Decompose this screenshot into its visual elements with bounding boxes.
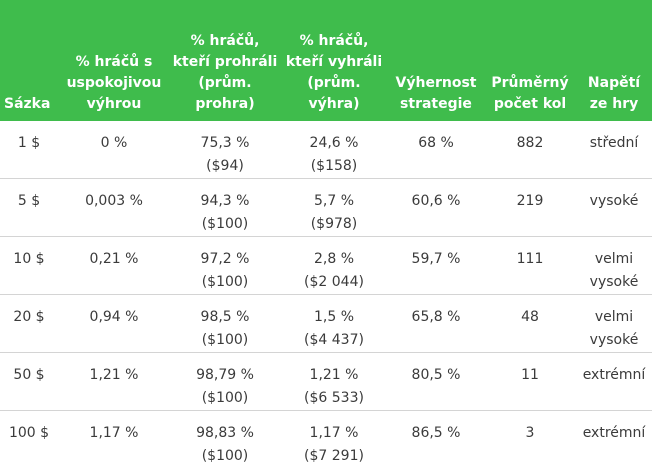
table-header-row: Sázka % hráčů s uspokojivou výhrou % hrá… — [0, 0, 652, 121]
header-average-rounds: Průměrný počet kol — [484, 0, 576, 121]
lost-average: ($100) — [201, 448, 249, 464]
cell-satisfied: 1,17 % — [89, 425, 139, 441]
header-stake: Sázka — [0, 0, 58, 121]
table-row: 1 $ 0 % 75,3 % ($94) 24,6 % ($158) 68 % 88… — [0, 121, 652, 179]
lost-percent: 98,79 % — [196, 367, 254, 383]
cell-stake: 100 $ — [8, 425, 50, 441]
cell-lost: 94,3 % ($100) — [170, 178, 280, 237]
tension-line-2: vysoké — [589, 274, 639, 290]
cell-tension: velmi vysoké — [576, 294, 652, 353]
cell-won: 5,7 % ($978) — [280, 178, 388, 237]
cell-won: 1,17 % ($7 291) — [280, 411, 388, 469]
cell-won: 1,5 % ($4 437) — [280, 294, 388, 353]
table-row: 20 $ 0,94 % 98,5 % ($100) 1,5 % ($4 437) 6… — [0, 294, 652, 353]
cell-stake: 10 $ — [0, 236, 58, 295]
tension-line-1: střední — [589, 135, 639, 151]
cell-lost: 98,83 % ($100) — [170, 411, 280, 469]
won-percent: 24,6 % — [309, 135, 359, 151]
cell-won: 1,21 % ($6 533) — [280, 352, 388, 411]
cell-win-rate: 80,5 % — [388, 352, 484, 411]
tension-line-1: velmi — [594, 309, 634, 325]
tension-line-1: vysoké — [589, 193, 639, 209]
cell-rounds: 48 — [484, 294, 576, 353]
cell-tension: velmi vysoké — [576, 236, 652, 295]
won-percent: 5,7 % — [313, 193, 355, 209]
cell-win-rate: 86,5 % — [411, 425, 461, 441]
cell-tension: extrémní — [576, 411, 652, 469]
lost-average: ($100) — [201, 274, 249, 290]
won-average: ($6 533) — [304, 390, 364, 406]
won-average: ($4 437) — [304, 332, 364, 348]
cell-lost: 97,2 % ($100) — [170, 236, 280, 295]
cell-stake: 1 $ — [0, 121, 58, 179]
cell-rounds: 3 — [525, 425, 535, 441]
cell-tension: střední — [576, 121, 652, 179]
cell-rounds: 882 — [484, 121, 576, 179]
header-win-rate: Výhernost strategie — [388, 0, 484, 121]
cell-satisfied: 1,21 % — [58, 352, 170, 411]
won-average: ($2 044) — [304, 274, 364, 290]
header-winning-players: % hráčů, kteří vyhráli (prům. výhra) — [280, 0, 388, 121]
table-row: 50 $ 1,21 % 98,79 % ($100) 1,21 % ($6 533)… — [0, 352, 652, 411]
cell-stake: 50 $ — [0, 352, 58, 411]
won-average: ($158) — [310, 158, 358, 174]
cell-lost: 98,79 % ($100) — [170, 352, 280, 411]
won-average: ($7 291) — [304, 448, 364, 464]
cell-rounds: 219 — [484, 178, 576, 237]
tension-line-1: extrémní — [582, 425, 646, 441]
table-row: 5 $ 0,003 % 94,3 % ($100) 5,7 % ($978) 60,… — [0, 178, 652, 237]
cell-win-rate: 68 % — [388, 121, 484, 179]
won-percent: 1,5 % — [313, 309, 355, 325]
cell-lost: 75,3 % ($94) — [170, 121, 280, 179]
table-row: 10 $ 0,21 % 97,2 % ($100) 2,8 % ($2 044) 5… — [0, 236, 652, 295]
cell-rounds: 11 — [484, 352, 576, 411]
cell-tension: vysoké — [576, 178, 652, 237]
lost-percent: 97,2 % — [200, 251, 250, 267]
lost-percent: 75,3 % — [200, 135, 250, 151]
tension-line-2: vysoké — [589, 332, 639, 348]
header-satisfied-players: % hráčů s uspokojivou výhrou — [58, 0, 170, 121]
lost-percent: 98,5 % — [200, 309, 250, 325]
won-percent: 2,8 % — [313, 251, 355, 267]
cell-win-rate: 59,7 % — [388, 236, 484, 295]
lost-average: ($100) — [201, 216, 249, 232]
tension-line-1: velmi — [594, 251, 634, 267]
won-average: ($978) — [310, 216, 358, 232]
cell-stake: 5 $ — [0, 178, 58, 237]
cell-tension: extrémní — [576, 352, 652, 411]
cell-satisfied: 0,21 % — [58, 236, 170, 295]
lost-average: ($100) — [201, 332, 249, 348]
cell-satisfied: 0 % — [58, 121, 170, 179]
lost-percent: 98,83 % — [196, 425, 254, 441]
cell-rounds: 111 — [484, 236, 576, 295]
cell-win-rate: 60,6 % — [388, 178, 484, 237]
lost-average: ($100) — [201, 390, 249, 406]
tension-line-1: extrémní — [582, 367, 646, 383]
cell-lost: 98,5 % ($100) — [170, 294, 280, 353]
won-percent: 1,17 % — [309, 425, 359, 441]
cell-win-rate: 65,8 % — [388, 294, 484, 353]
lost-average: ($94) — [206, 158, 244, 174]
table-row: 100 $ 1,17 % 98,83 % ($100) 1,17 % ($7 291… — [0, 411, 652, 469]
won-percent: 1,21 % — [309, 367, 359, 383]
cell-won: 2,8 % ($2 044) — [280, 236, 388, 295]
cell-satisfied: 0,94 % — [58, 294, 170, 353]
header-tension: Napětí ze hry — [576, 0, 652, 121]
cell-stake: 20 $ — [0, 294, 58, 353]
cell-satisfied: 0,003 % — [58, 178, 170, 237]
lost-percent: 94,3 % — [200, 193, 250, 209]
header-losing-players: % hráčů, kteří prohráli (prům. prohra) — [170, 0, 280, 121]
cell-won: 24,6 % ($158) — [280, 121, 388, 179]
